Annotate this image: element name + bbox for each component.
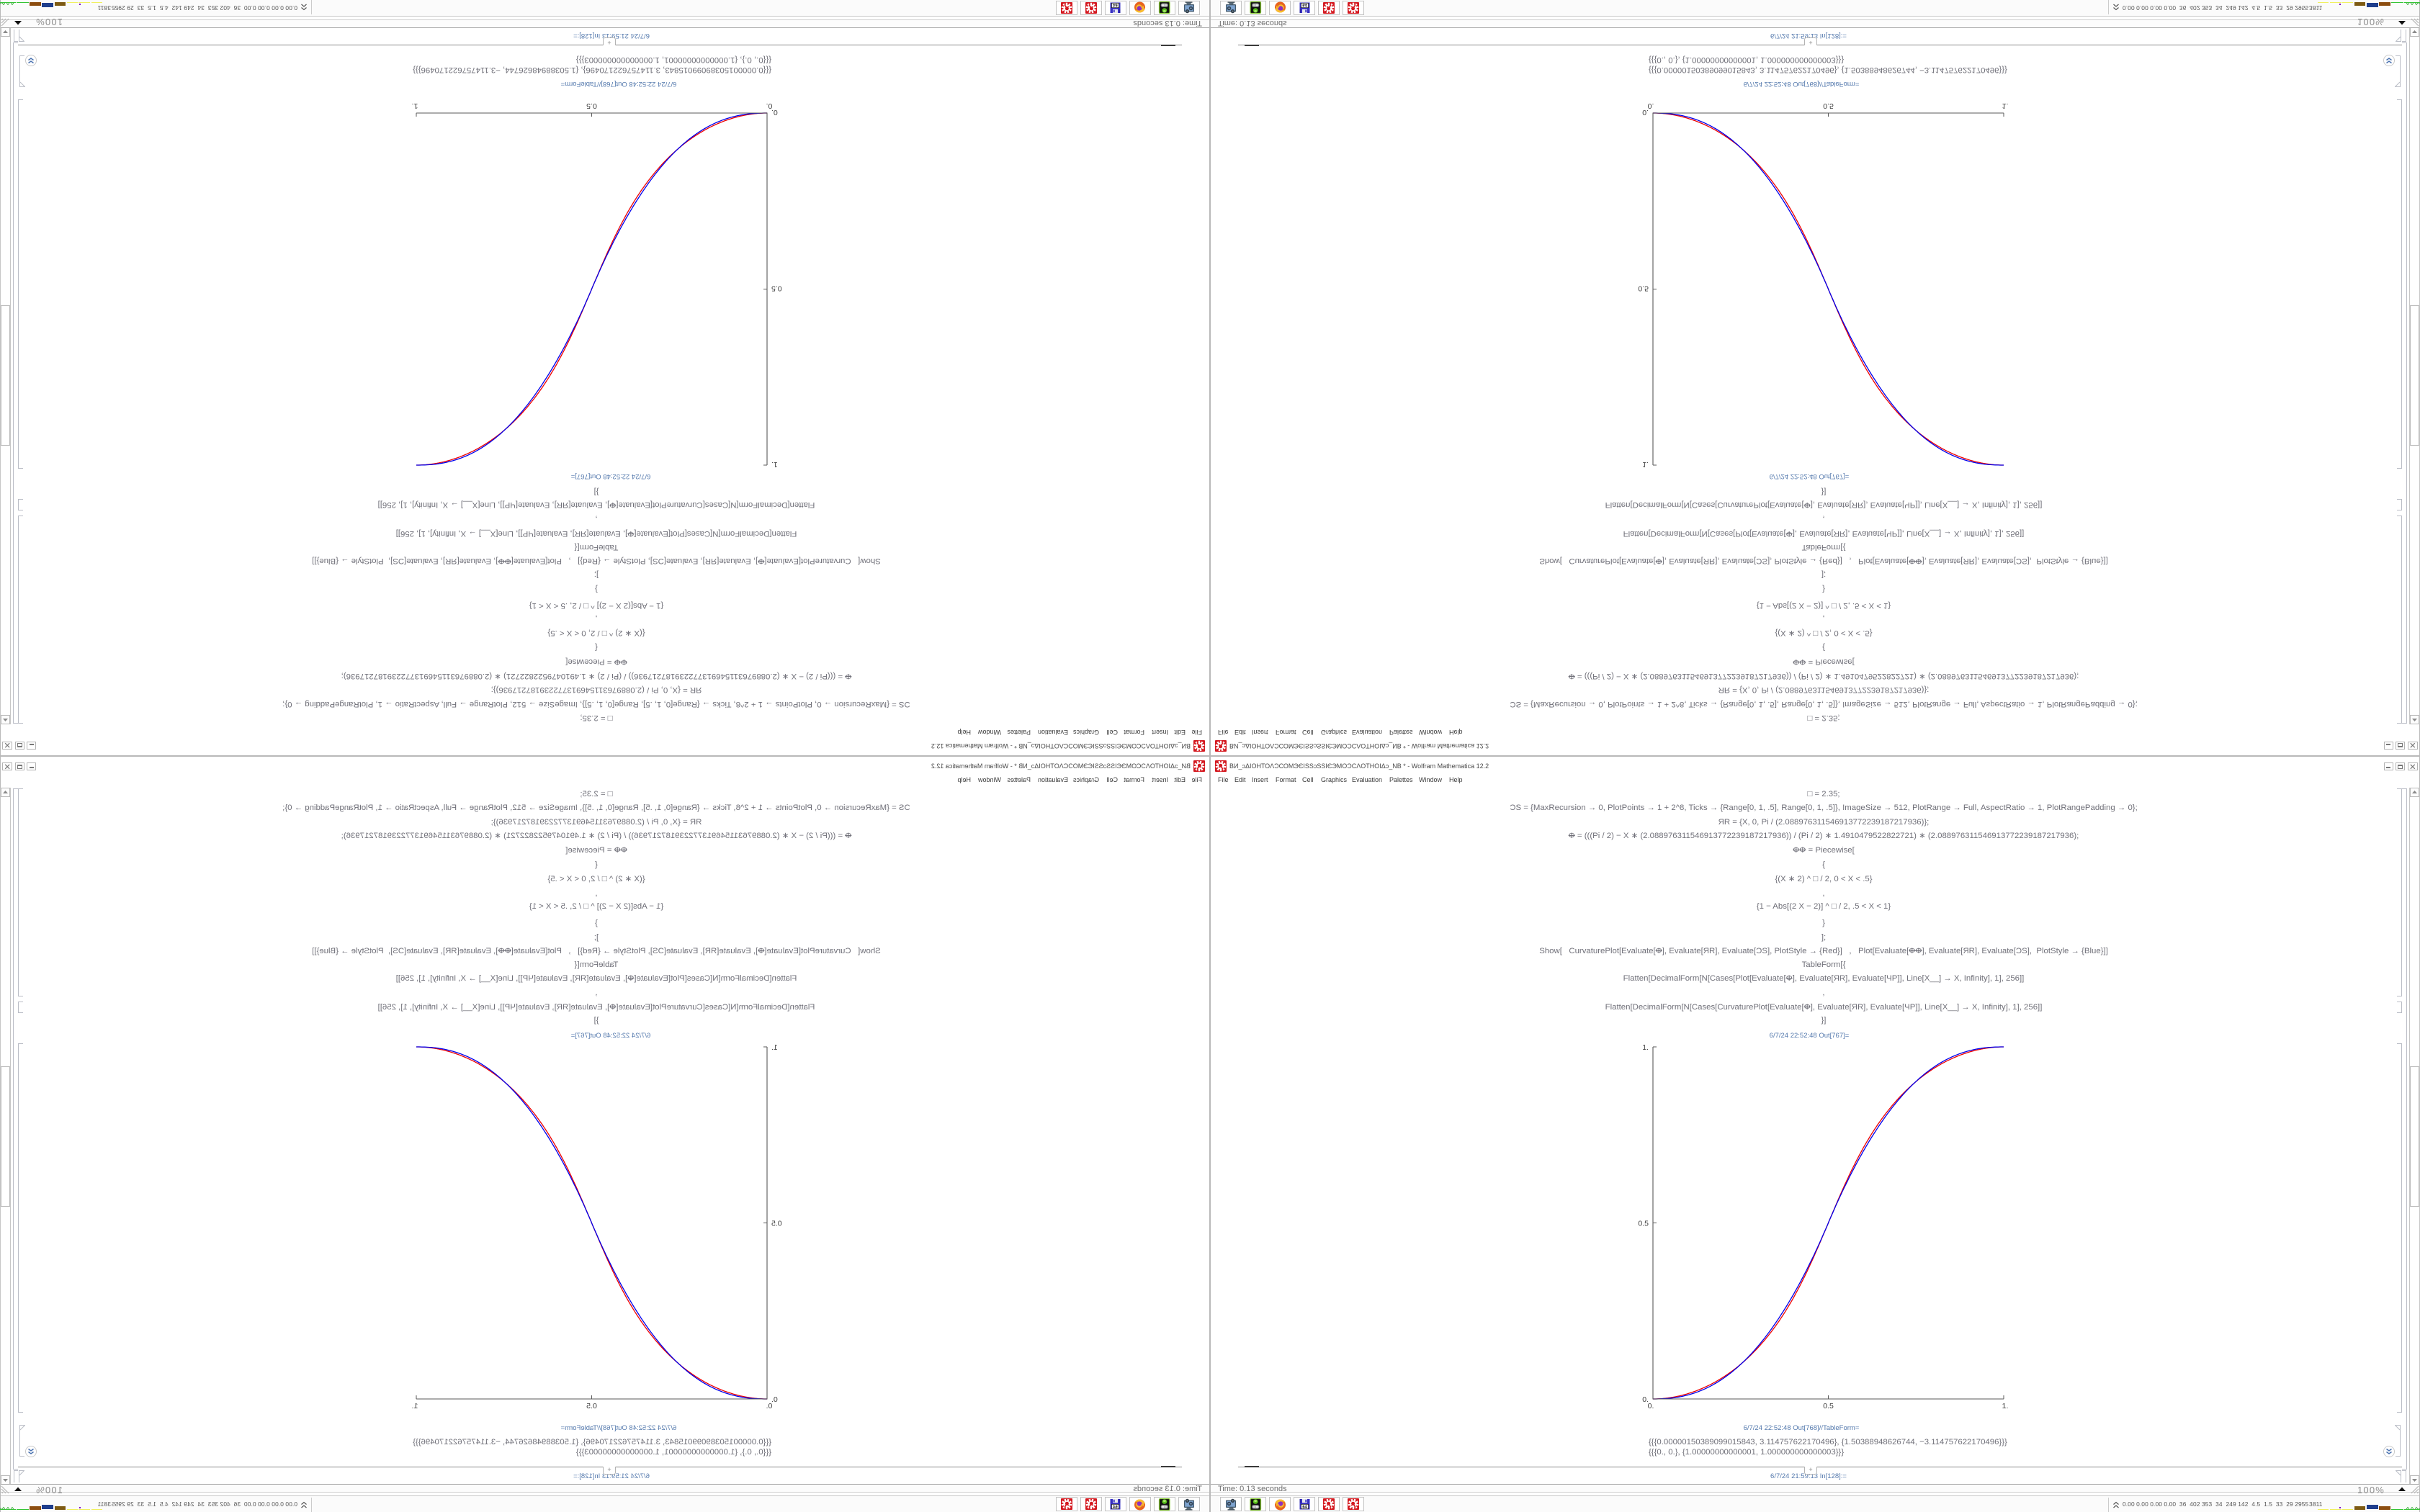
svg-text:0.5: 0.5 bbox=[1638, 1220, 1649, 1228]
svg-text:64: 64 bbox=[1113, 3, 1118, 7]
svg-text:0.5: 0.5 bbox=[586, 102, 597, 110]
svg-text:64: 64 bbox=[1113, 1505, 1118, 1509]
svg-text:1.: 1. bbox=[771, 1043, 778, 1052]
svg-text:0.: 0. bbox=[766, 1402, 773, 1410]
svg-text:1.: 1. bbox=[2002, 1402, 2009, 1410]
svg-text:0.: 0. bbox=[1648, 1402, 1654, 1410]
svg-text:0.5: 0.5 bbox=[1638, 284, 1649, 293]
svg-text:1.: 1. bbox=[412, 102, 418, 110]
svg-text:1.: 1. bbox=[2002, 102, 2009, 110]
svg-text:1.: 1. bbox=[412, 1402, 418, 1410]
svg-text:1.: 1. bbox=[771, 460, 778, 469]
svg-text:0.: 0. bbox=[1642, 1395, 1649, 1404]
svg-text:64: 64 bbox=[1302, 3, 1307, 7]
svg-text:0.5: 0.5 bbox=[1823, 102, 1834, 110]
svg-text:0.: 0. bbox=[766, 102, 773, 110]
svg-text:0.5: 0.5 bbox=[771, 1220, 782, 1228]
svg-text:0.5: 0.5 bbox=[586, 1402, 597, 1410]
svg-text:0.: 0. bbox=[1648, 102, 1654, 110]
svg-text:1.: 1. bbox=[1642, 460, 1649, 469]
svg-text:0.5: 0.5 bbox=[771, 284, 782, 293]
svg-text:0.: 0. bbox=[1642, 108, 1649, 117]
svg-text:64: 64 bbox=[1302, 1505, 1307, 1509]
svg-text:0.5: 0.5 bbox=[1823, 1402, 1834, 1410]
svg-text:0.: 0. bbox=[771, 108, 778, 117]
svg-text:1.: 1. bbox=[1642, 1043, 1649, 1052]
svg-text:0.: 0. bbox=[771, 1395, 778, 1404]
